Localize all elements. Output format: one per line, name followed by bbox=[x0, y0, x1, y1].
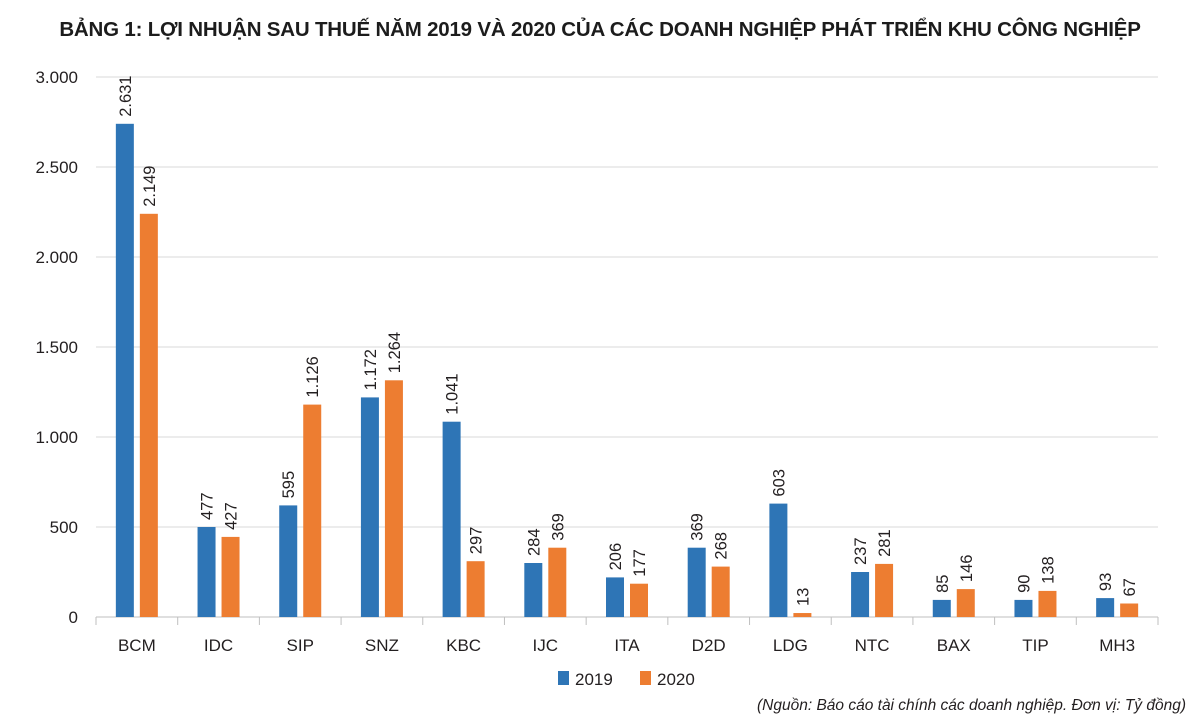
bar-2020-bcm bbox=[139, 213, 158, 618]
data-label: 177 bbox=[631, 549, 649, 577]
data-label: 595 bbox=[280, 471, 298, 499]
bar-2020-ldg bbox=[793, 613, 812, 617]
value-labels: 2.631 2.149 477 427 595 1.126 1.172 1.264 1.041 2… bbox=[117, 76, 1139, 607]
y-tick-label: 500 bbox=[50, 518, 78, 537]
bar-2019-d2d bbox=[687, 547, 706, 617]
x-tick-label: MH3 bbox=[1099, 636, 1135, 655]
data-label: 369 bbox=[689, 513, 707, 541]
data-label: 477 bbox=[199, 492, 217, 520]
data-label: 13 bbox=[794, 588, 812, 606]
data-label: 237 bbox=[852, 537, 870, 565]
x-tick-label: IDC bbox=[204, 636, 233, 655]
bar-2019-ijc bbox=[524, 563, 543, 617]
grid-lines bbox=[96, 76, 1158, 618]
y-tick-label: 1.500 bbox=[35, 338, 78, 357]
x-tick-label: SNZ bbox=[365, 636, 399, 655]
x-tick-label: NTC bbox=[855, 636, 890, 655]
data-label: 206 bbox=[607, 543, 625, 571]
bar-2020-ijc bbox=[548, 547, 567, 617]
bar-2019-idc bbox=[197, 527, 216, 617]
legend-swatch-2019 bbox=[558, 671, 569, 685]
x-tick-label: BCM bbox=[118, 636, 156, 655]
x-tick-label: ITA bbox=[614, 636, 640, 655]
y-tick-label: 2.000 bbox=[35, 248, 78, 267]
legend-swatch-2020 bbox=[640, 671, 651, 685]
bar-2019-tip bbox=[1014, 599, 1033, 617]
data-label: 138 bbox=[1039, 556, 1057, 584]
x-tick-label: BAX bbox=[937, 636, 971, 655]
legend-label-2019: 2019 bbox=[575, 670, 613, 689]
data-label: 297 bbox=[468, 527, 486, 555]
chart-title: BẢNG 1: LỢI NHUẬN SAU THUẾ NĂM 2019 VÀ 2… bbox=[59, 18, 1141, 41]
x-axis: BCM IDC SIP SNZ KBC IJC ITA D2D LDG NTC BAX TIP MH3 bbox=[95, 617, 1159, 655]
y-tick-label: 0 bbox=[69, 608, 78, 627]
data-label: 369 bbox=[549, 513, 567, 541]
data-label: 93 bbox=[1097, 573, 1115, 591]
x-tick-label: IJC bbox=[533, 636, 559, 655]
data-label: 1.264 bbox=[386, 332, 404, 373]
bar-2020-sip bbox=[303, 404, 322, 617]
data-label: 281 bbox=[876, 529, 894, 557]
legend: 2019 2020 bbox=[558, 670, 695, 689]
bar-2019-ntc bbox=[851, 572, 870, 617]
bar-2020-snz bbox=[384, 380, 403, 617]
data-label: 1.126 bbox=[304, 356, 322, 397]
source-note: (Nguồn: Báo cáo tài chính các doanh nghi… bbox=[757, 697, 1186, 714]
data-label: 1.172 bbox=[362, 349, 380, 390]
data-label: 284 bbox=[525, 528, 543, 556]
x-tick-label: D2D bbox=[692, 636, 726, 655]
bar-2020-ita bbox=[630, 583, 648, 617]
bar-2020-bax bbox=[956, 589, 975, 617]
x-tick-label: KBC bbox=[446, 636, 481, 655]
bar-2019-snz bbox=[360, 397, 379, 617]
data-label: 427 bbox=[223, 502, 241, 530]
y-axis: 0 500 1.000 1.500 2.000 2.500 3.000 bbox=[35, 68, 78, 627]
x-tick-label: TIP bbox=[1022, 636, 1048, 655]
y-tick-label: 2.500 bbox=[35, 158, 78, 177]
data-label: 85 bbox=[934, 575, 952, 593]
bar-2019-bcm bbox=[115, 123, 134, 618]
bar-2019-kbc bbox=[442, 421, 461, 617]
legend-label-2020: 2020 bbox=[657, 670, 695, 689]
y-tick-label: 3.000 bbox=[35, 68, 78, 87]
data-label: 90 bbox=[1015, 575, 1033, 593]
bars bbox=[115, 123, 1139, 618]
data-label: 2.631 bbox=[117, 76, 135, 117]
data-label: 603 bbox=[770, 469, 788, 497]
bar-2019-sip bbox=[279, 505, 298, 617]
bar-2019-mh3 bbox=[1096, 598, 1115, 617]
bar-2020-mh3 bbox=[1120, 603, 1139, 617]
x-tick-label: LDG bbox=[773, 636, 808, 655]
bar-2019-ita bbox=[606, 577, 624, 617]
data-label: 268 bbox=[713, 532, 731, 560]
data-label: 146 bbox=[958, 555, 976, 583]
y-tick-label: 1.000 bbox=[35, 428, 78, 447]
data-label: 1.041 bbox=[444, 373, 462, 414]
bar-2019-ldg bbox=[769, 503, 788, 617]
bar-2020-kbc bbox=[466, 561, 485, 617]
bar-2020-tip bbox=[1038, 590, 1057, 617]
bar-2019-bax bbox=[932, 599, 951, 617]
data-label: 67 bbox=[1121, 578, 1139, 596]
bar-2020-idc bbox=[221, 536, 240, 617]
bar-2020-d2d bbox=[711, 566, 730, 617]
data-label: 2.149 bbox=[141, 166, 159, 207]
bar-2020-ntc bbox=[875, 563, 894, 617]
x-tick-label: SIP bbox=[287, 636, 314, 655]
